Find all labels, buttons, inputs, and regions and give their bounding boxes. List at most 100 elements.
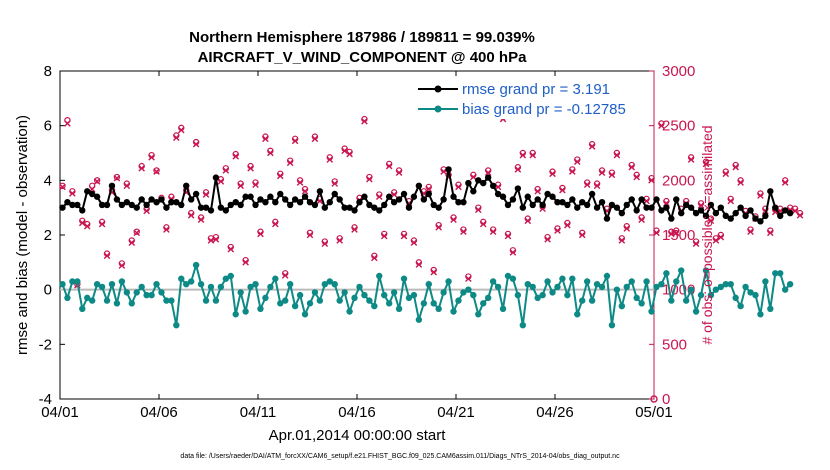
obs-assimilated-stroke	[371, 254, 378, 262]
y-right-tick-label: 3000	[662, 63, 695, 80]
obs-assimilated-stroke	[267, 149, 274, 157]
obs-assimilated-point	[380, 232, 388, 240]
obs-assimilated-stroke	[460, 228, 467, 236]
rmse-point	[658, 207, 665, 214]
rmse-point	[777, 212, 784, 220]
rmse-point	[207, 207, 215, 214]
rmse-point	[727, 215, 734, 222]
obs-assimilated-point	[163, 226, 170, 233]
x-tick-label: 05/01	[635, 404, 673, 421]
obs-assimilated-stroke	[98, 220, 106, 228]
obs-assimilated-stroke	[276, 172, 284, 180]
obs-assimilated-point	[648, 177, 655, 184]
obs-assimilated-point	[524, 217, 532, 225]
obs-assimilated-stroke	[687, 156, 695, 163]
obs-assimilated-point	[311, 135, 319, 143]
obs-assimilated-point	[281, 272, 289, 279]
rmse-point	[64, 199, 71, 206]
bias-point	[668, 297, 675, 304]
rmse-point	[183, 182, 190, 189]
obs-assimilated-point	[371, 254, 378, 262]
obs-assimilated-point	[217, 178, 225, 185]
bias-point	[247, 283, 254, 291]
rmse-point	[381, 201, 388, 209]
obs-assimilated-stroke	[697, 202, 705, 209]
obs-assimilated-point	[593, 182, 601, 190]
obs-assimilated-stroke	[222, 167, 230, 174]
rmse-point	[351, 207, 358, 214]
rmse-point	[484, 174, 492, 181]
obs-assimilated-stroke	[672, 229, 680, 237]
rmse-point	[732, 209, 739, 217]
obs-assimilated-stroke	[524, 217, 532, 225]
bias-point	[133, 289, 140, 296]
bias-point	[410, 291, 418, 299]
obs-assimilated-stroke	[148, 154, 155, 161]
bias-point	[385, 300, 393, 307]
obs-assimilated-point	[366, 175, 373, 183]
axis-ticks: 04/01 04/06 04/11 04/16 04/21 04/26 05/01 -4 -2 0…	[39, 63, 696, 421]
obs-assimilated-point	[514, 166, 522, 173]
obs-assimilated-stroke	[554, 227, 561, 234]
bias-point	[534, 294, 541, 302]
obs-assimilated-point	[509, 249, 517, 256]
legend-rmse-label: rmse grand pr = 3.191	[462, 81, 610, 98]
bias-point	[257, 305, 264, 312]
obs-assimilated-point	[435, 224, 442, 231]
rmse-point	[262, 199, 269, 206]
obs-assimilated-stroke	[410, 239, 418, 246]
bias-point	[183, 281, 190, 288]
obs-assimilated-stroke	[494, 183, 502, 191]
rmse-point	[678, 209, 685, 217]
obs-assimilated-point	[400, 232, 408, 240]
rmse-point	[376, 207, 383, 214]
obs-assimilated-stroke	[618, 237, 626, 244]
obs-possible-point	[153, 167, 160, 174]
obs-assimilated-stroke	[549, 170, 556, 178]
bias-point	[460, 289, 467, 296]
bias-point	[178, 275, 185, 282]
bias-point	[633, 294, 640, 302]
obs-assimilated-stroke	[103, 252, 111, 260]
bias-point	[618, 302, 626, 310]
rmse-point	[633, 207, 640, 214]
obs-assimilated-point	[727, 197, 735, 205]
bias-point	[727, 281, 734, 288]
obs-assimilated-stroke	[593, 182, 601, 190]
obs-assimilated-point	[529, 151, 537, 159]
obs-assimilated-stroke	[128, 239, 136, 246]
obs-assimilated-point	[93, 178, 101, 185]
bias-series	[59, 261, 794, 329]
obs-assimilated-stroke	[257, 230, 264, 238]
obs-count-series	[59, 113, 804, 403]
bias-point	[128, 300, 135, 307]
obs-assimilated-stroke	[633, 173, 640, 181]
obs-assimilated-point	[489, 228, 497, 236]
obs-assimilated-stroke	[474, 206, 482, 214]
obs-assimilated-point	[103, 252, 111, 260]
bias-point	[554, 283, 561, 291]
obs-assimilated-point	[395, 169, 403, 176]
rmse-point	[222, 207, 230, 214]
bias-point	[494, 283, 502, 291]
bias-point	[163, 297, 170, 304]
rmse-point	[59, 204, 66, 211]
rmse-point	[242, 193, 249, 200]
obs-assimilated-stroke	[286, 159, 294, 167]
bias-point	[242, 308, 249, 315]
obs-assimilated-stroke	[351, 226, 358, 233]
bias-point	[509, 275, 517, 282]
obs-assimilated-stroke	[578, 231, 586, 239]
obs-assimilated-point	[578, 231, 586, 239]
x-tick-label: 04/01	[41, 404, 79, 421]
obs-assimilated-point	[59, 183, 66, 191]
bias-point	[445, 278, 452, 285]
bias-point	[212, 297, 220, 304]
obs-assimilated-stroke	[326, 156, 334, 163]
bias-point	[79, 305, 86, 312]
bias-point	[272, 275, 279, 282]
obs-assimilated-stroke	[668, 230, 675, 238]
legend-bias-marker	[434, 105, 442, 113]
rmse-point	[346, 204, 353, 211]
obs-assimilated-stroke	[628, 163, 636, 171]
